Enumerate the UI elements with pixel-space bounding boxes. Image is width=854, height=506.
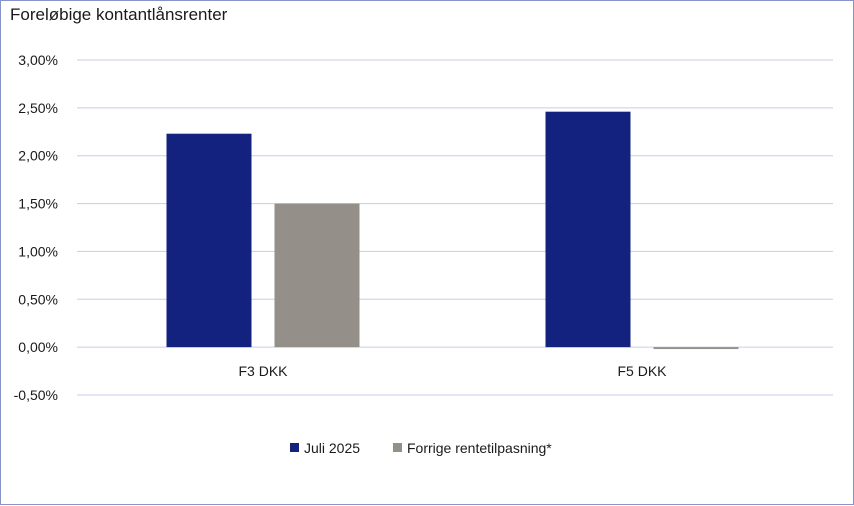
bar bbox=[166, 133, 252, 348]
y-tick-label: 2,50% bbox=[18, 100, 58, 116]
x-tick-label: F5 DKK bbox=[617, 363, 667, 379]
x-tick-label: F3 DKK bbox=[238, 363, 288, 379]
legend-swatch bbox=[290, 443, 299, 452]
y-tick-label: 1,50% bbox=[18, 196, 58, 212]
legend-label: Juli 2025 bbox=[304, 440, 360, 456]
legend-label: Forrige rentetilpasning* bbox=[407, 440, 552, 456]
chart-title: Foreløbige kontantlånsrenter bbox=[10, 5, 228, 24]
legend-swatch bbox=[393, 443, 402, 452]
y-tick-label: -0,50% bbox=[14, 387, 58, 403]
y-tick-label: 3,00% bbox=[18, 52, 58, 68]
y-tick-label: 0,50% bbox=[18, 291, 58, 307]
y-tick-label: 0,00% bbox=[18, 339, 58, 355]
y-tick-label: 1,00% bbox=[18, 243, 58, 259]
bar bbox=[274, 203, 360, 348]
bar bbox=[653, 347, 739, 350]
bar bbox=[545, 111, 631, 348]
y-tick-label: 2,00% bbox=[18, 148, 58, 164]
